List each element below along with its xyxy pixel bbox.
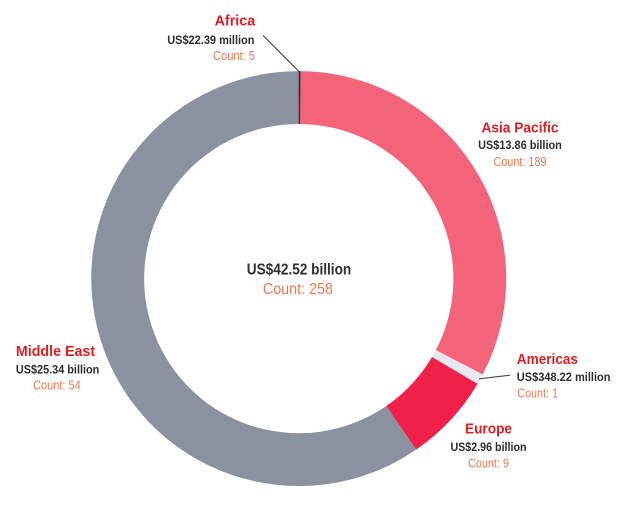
svg-text:US$2.96 billion: US$2.96 billion (450, 440, 526, 454)
svg-text:Asia Pacific: Asia Pacific (481, 119, 558, 136)
svg-text:Count: 1: Count: 1 (517, 386, 558, 400)
svg-text:Americas: Americas (517, 351, 578, 368)
svg-text:Count: 5: Count: 5 (213, 49, 255, 63)
svg-text:Europe: Europe (465, 420, 512, 437)
svg-text:Africa: Africa (215, 13, 256, 30)
svg-text:US$348.22 million: US$348.22 million (517, 370, 611, 384)
svg-text:US$42.52 billion: US$42.52 billion (247, 261, 352, 278)
svg-text:Count: 189: Count: 189 (493, 155, 546, 169)
svg-text:Count: 54: Count: 54 (33, 379, 81, 393)
svg-text:US$22.39 million: US$22.39 million (167, 33, 254, 47)
svg-text:Middle East: Middle East (16, 343, 95, 360)
svg-text:Count: 9: Count: 9 (468, 457, 509, 471)
svg-text:US$25.34 billion: US$25.34 billion (16, 362, 100, 376)
svg-text:Count: 258: Count: 258 (263, 281, 333, 298)
svg-text:US$13.86 billion: US$13.86 billion (478, 138, 562, 152)
